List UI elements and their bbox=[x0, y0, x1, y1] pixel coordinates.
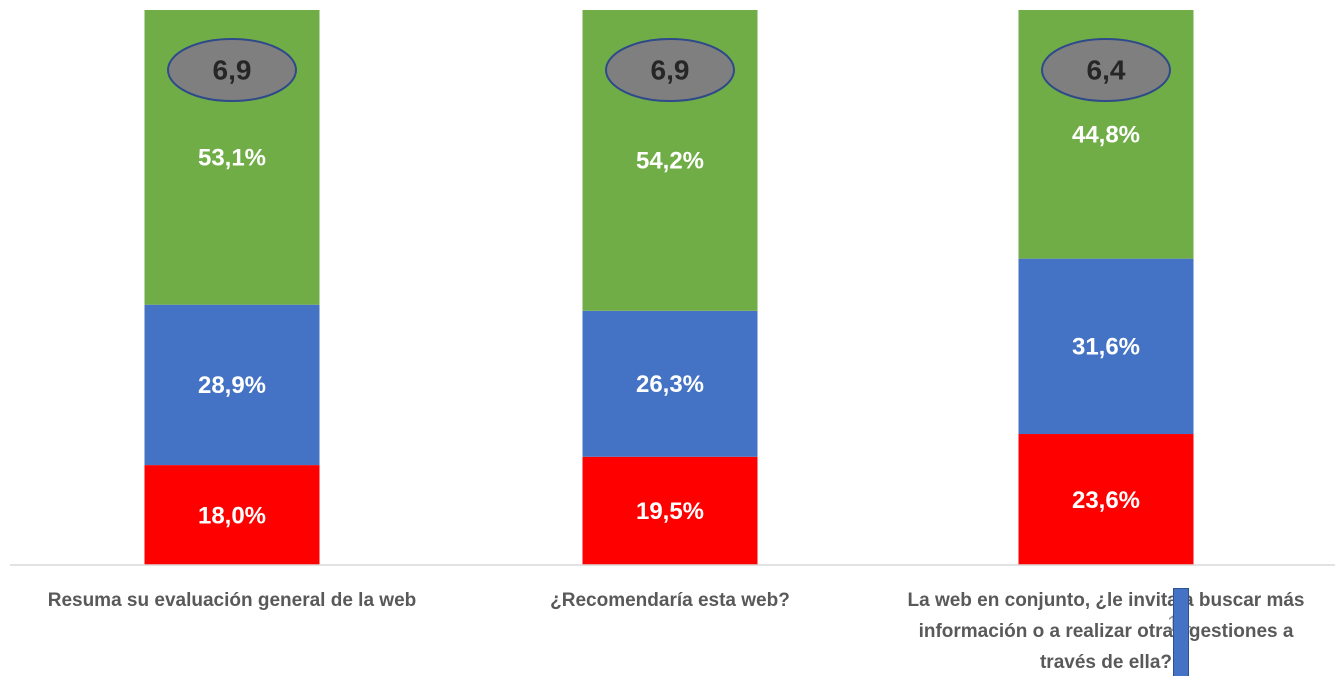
data-label: 53,1% bbox=[198, 145, 266, 172]
category-label: Resuma su evaluación general de la web bbox=[47, 590, 417, 611]
bar-segment bbox=[144, 465, 320, 565]
bar-segment bbox=[582, 310, 758, 457]
data-label: 26,3% bbox=[636, 371, 704, 398]
data-label: 31,6% bbox=[1072, 334, 1140, 361]
bar-segment bbox=[582, 456, 758, 565]
bar-segment bbox=[1018, 434, 1194, 565]
score-oval bbox=[605, 38, 735, 102]
bar-segment bbox=[144, 304, 320, 466]
category-label: La web en conjunto, ¿le invita a buscar … bbox=[907, 590, 1305, 673]
data-label: 28,9% bbox=[198, 372, 266, 399]
score-label: 6,4 bbox=[1087, 54, 1126, 85]
score-oval bbox=[1041, 38, 1171, 102]
score-oval bbox=[167, 38, 297, 102]
data-label: 19,5% bbox=[636, 498, 704, 525]
score-label: 6,9 bbox=[651, 54, 690, 85]
data-label: 18,0% bbox=[198, 502, 266, 529]
category-label: ¿Recomendaría esta web? bbox=[550, 590, 790, 611]
overlay-block bbox=[1173, 588, 1189, 676]
bar-segment bbox=[1018, 258, 1194, 435]
data-label: 44,8% bbox=[1072, 122, 1140, 149]
score-label: 6,9 bbox=[213, 54, 252, 85]
data-label: 23,6% bbox=[1072, 487, 1140, 514]
data-label: 54,2% bbox=[636, 148, 704, 175]
